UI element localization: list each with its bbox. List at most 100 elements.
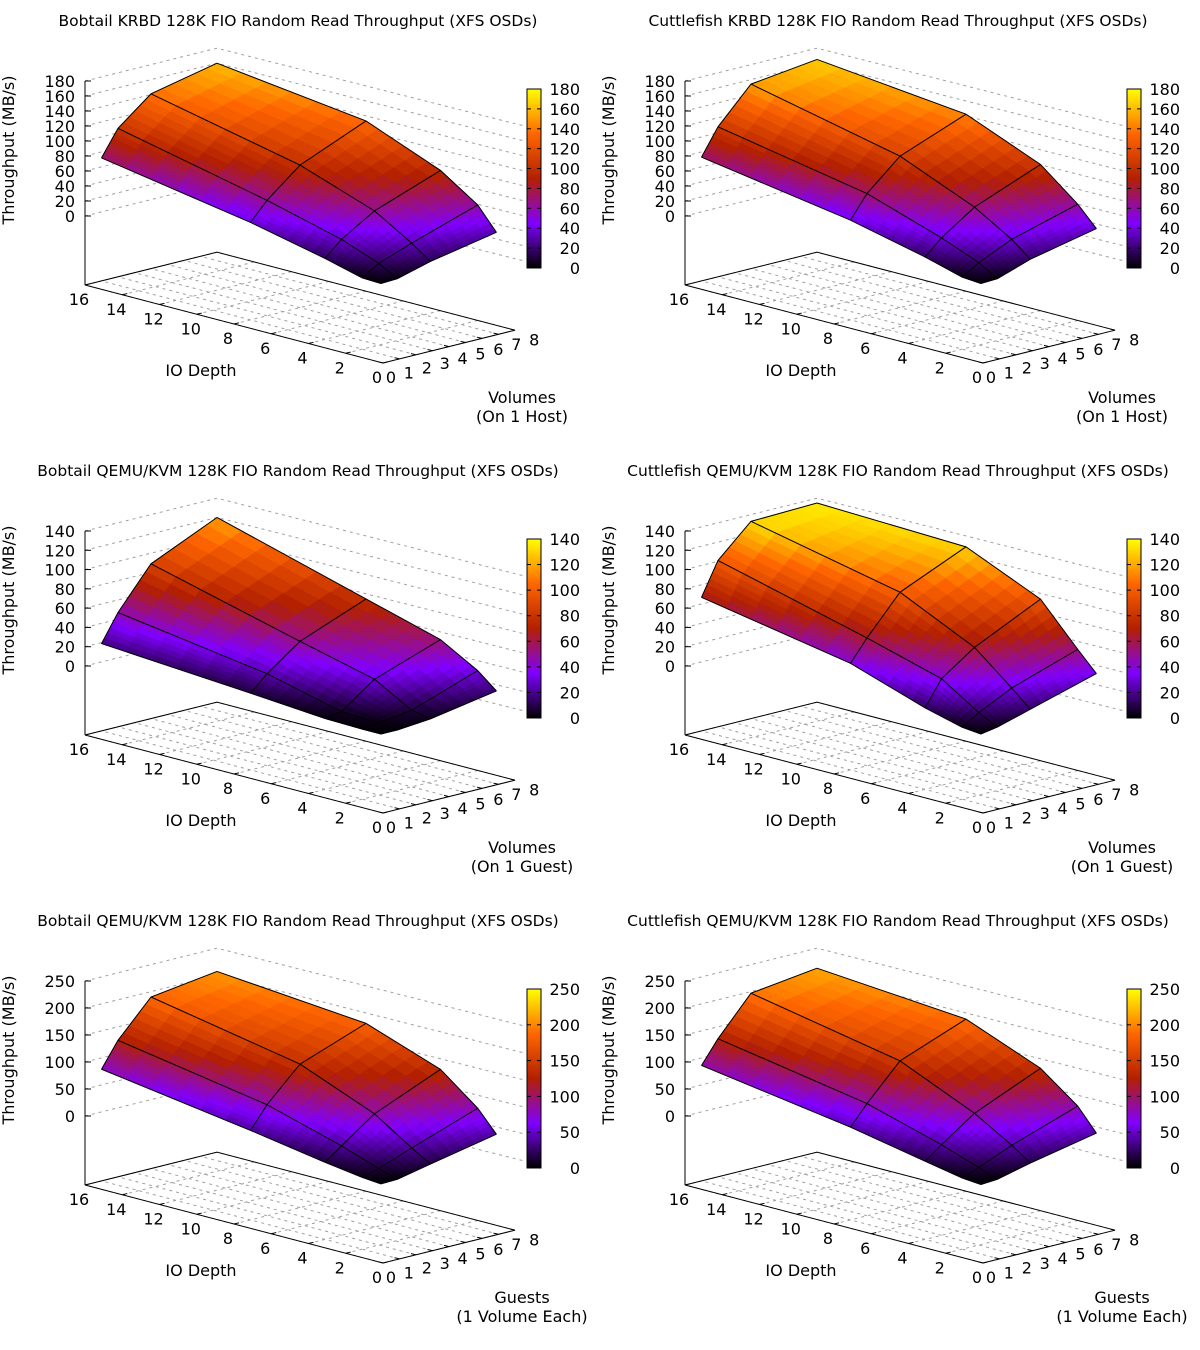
colorbar-tick-label: 150: [1149, 1052, 1180, 1071]
colorbar-tick-label: 60: [1160, 632, 1180, 651]
y-tick-label: 0: [986, 818, 996, 837]
x-tick-label: 0: [372, 368, 382, 387]
y-axis-tick: [460, 790, 466, 793]
x-axis-label: IO Depth: [165, 811, 236, 830]
base-gridline: [783, 1159, 1083, 1239]
chart-title: Cuttlefish KRBD 128K FIO Random Read Thr…: [648, 12, 1147, 30]
x-axis-tick: [759, 1202, 765, 1205]
surface-cell: [150, 62, 367, 166]
y-tick-label: 0: [386, 368, 396, 387]
x-tick-label: 0: [972, 1268, 982, 1287]
y-axis-tick: [443, 344, 450, 348]
y-tick-label: 5: [1075, 795, 1085, 814]
x-tick-label: 12: [743, 310, 763, 329]
colorbar-tick-label: 100: [549, 581, 580, 600]
surface-cell: [1011, 203, 1097, 260]
y-tick-label: 2: [422, 359, 432, 378]
y-axis-tick: [994, 357, 1000, 360]
chart-svg: Bobtail KRBD 128K FIO Random Read Throug…: [0, 12, 580, 426]
x-axis-tick: [196, 762, 202, 765]
y-axis-tick: [977, 811, 984, 814]
y-axis-tick: [443, 794, 450, 798]
x-tick-label: 0: [972, 818, 982, 837]
x-tick-label: 12: [143, 760, 163, 779]
z-axis-label: Throughput (MB/s): [0, 75, 18, 225]
y-tick-label: 2: [1022, 809, 1032, 828]
y-tick-label: 7: [1111, 335, 1121, 354]
x-axis-tick: [271, 1232, 277, 1235]
y-tick-label: 8: [1129, 330, 1139, 349]
x-axis-tick: [345, 1251, 351, 1254]
colorbar-tick-label: 80: [560, 607, 580, 626]
colorbar-tick-label: 100: [549, 1087, 580, 1106]
base-gridline: [134, 272, 433, 352]
y-tick-label: 6: [1093, 1240, 1103, 1259]
y-axis-label: (On 1 Guest): [471, 857, 574, 876]
mesh-line-depth: [250, 120, 367, 223]
x-tick-label: 12: [143, 1210, 163, 1229]
x-tick-label: 10: [781, 319, 801, 338]
mesh-line-depth: [362, 670, 479, 730]
z-tick-label: 160: [44, 87, 75, 106]
y-axis-tick: [394, 1257, 400, 1260]
surface-cell: [411, 204, 497, 262]
z-tick-label: 60: [655, 162, 675, 181]
colorbar: 0 50 100 150 200 250: [1126, 980, 1180, 1178]
z-tick-label: 0: [665, 1107, 675, 1126]
y-axis-tick: [460, 1240, 466, 1243]
x-axis-tick: [796, 312, 802, 315]
mesh-line-depth: [924, 1067, 1041, 1162]
chart-panel-bobtail-qemu-guests: Bobtail QEMU/KVM 128K FIO Random Read Th…: [0, 900, 600, 1350]
colorbar-tick-label: 0: [570, 1159, 580, 1178]
x-axis-tick: [159, 1202, 165, 1205]
x-axis-tick: [233, 1222, 240, 1225]
y-tick-label: 1: [404, 1263, 414, 1282]
x-axis-tick: [684, 733, 691, 736]
base-gridline: [150, 268, 450, 348]
base-gridline: [908, 760, 1041, 794]
z-tick-label: 250: [644, 972, 675, 991]
x-axis-tick: [722, 293, 728, 296]
x-axis-tick: [759, 752, 765, 755]
surface-cell: [701, 559, 868, 664]
colorbar-tick-label: 20: [560, 683, 580, 702]
surface-mesh: [101, 517, 497, 735]
mesh-line-depth: [324, 1068, 441, 1163]
x-tick-label: 10: [181, 1219, 201, 1238]
y-tick-label: 0: [386, 1268, 396, 1287]
y-axis-tick: [377, 1261, 384, 1264]
y-axis-tick: [1027, 1249, 1033, 1252]
colorbar-tick-label: 60: [1160, 199, 1180, 218]
y-axis-tick: [427, 799, 433, 802]
base-gridline: [271, 300, 404, 335]
base-gridline: [767, 1164, 1066, 1243]
colorbar-rect: [1126, 538, 1142, 719]
y-tick-label: 7: [1111, 785, 1121, 804]
z-tick-label: 120: [44, 541, 75, 560]
mesh-line-depth: [961, 203, 1078, 278]
mesh-line-depth: [101, 62, 218, 159]
base-gridline: [183, 709, 483, 789]
x-tick-label: 12: [743, 760, 763, 779]
mesh-line-depth: [850, 546, 967, 664]
y-axis-tick: [994, 1257, 1000, 1260]
y-tick-label: 2: [422, 809, 432, 828]
surface: [701, 502, 1097, 735]
chart-svg: Bobtail QEMU/KVM 128K FIO Random Read Th…: [0, 462, 580, 876]
y-axis-tick: [410, 353, 417, 356]
colorbar-tick-label: 50: [560, 1123, 580, 1142]
colorbar-tick-label: 120: [1149, 556, 1180, 575]
chart-svg: Bobtail QEMU/KVM 128K FIO Random Read Th…: [0, 912, 588, 1326]
mesh-line-depth: [361, 204, 479, 279]
x-tick-label: 16: [69, 740, 89, 759]
y-tick-label: 5: [1075, 345, 1085, 364]
mesh-line-depth: [980, 1132, 1097, 1185]
x-tick-label: 4: [297, 349, 307, 368]
base-gridline: [200, 255, 499, 335]
y-axis-tick: [377, 811, 384, 814]
y-tick-label: 4: [1058, 349, 1068, 368]
surface-cell: [117, 996, 301, 1106]
y-axis-tick: [394, 357, 400, 360]
